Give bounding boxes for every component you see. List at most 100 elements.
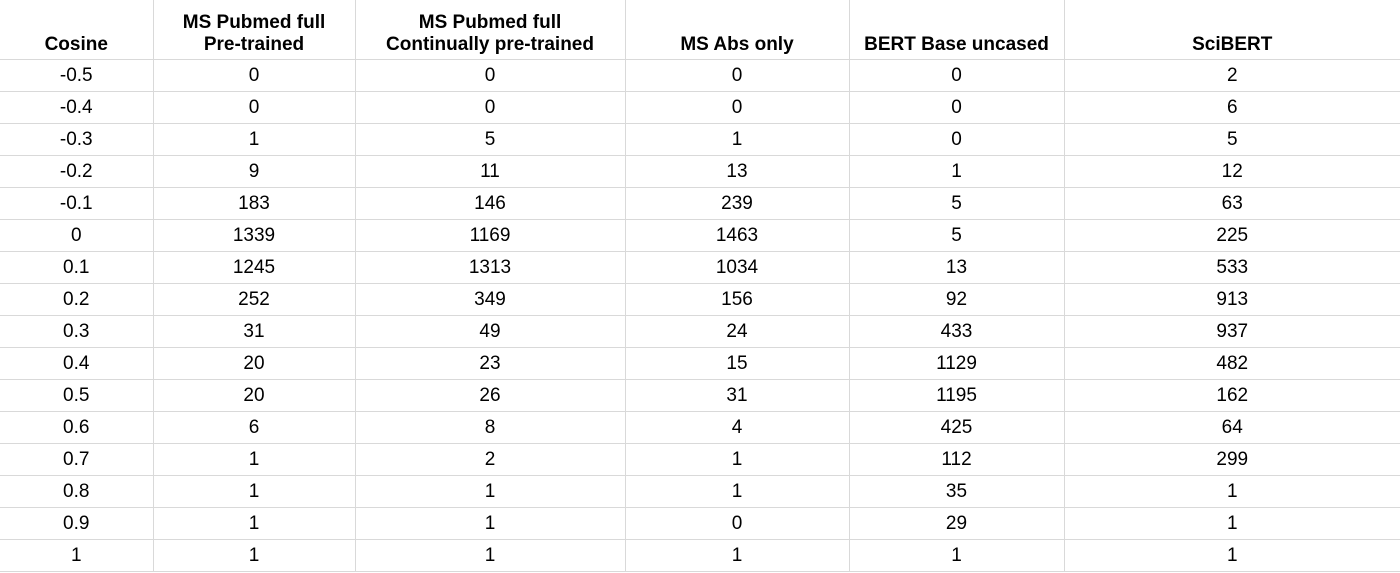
count-cell[interactable]: 0	[624, 59, 850, 92]
cosine-cell[interactable]: 0.7	[0, 443, 154, 476]
count-cell[interactable]: 0	[624, 507, 850, 540]
count-cell[interactable]: 29	[848, 507, 1065, 540]
count-cell[interactable]: 9	[152, 155, 356, 188]
count-cell[interactable]: 24	[624, 315, 850, 348]
column-header-ms-abs-only[interactable]: MS Abs only	[624, 0, 850, 60]
count-cell[interactable]: 112	[848, 443, 1065, 476]
count-cell[interactable]: 183	[152, 187, 356, 220]
count-cell[interactable]: 0	[848, 123, 1065, 156]
count-cell[interactable]: 1313	[354, 251, 626, 284]
count-cell[interactable]: 5	[354, 123, 626, 156]
count-cell[interactable]: 1	[152, 475, 356, 508]
count-cell[interactable]: 20	[152, 379, 356, 412]
cosine-cell[interactable]: -0.3	[0, 123, 154, 156]
count-cell[interactable]: 1	[624, 443, 850, 476]
cosine-cell[interactable]: -0.5	[0, 59, 154, 92]
count-cell[interactable]: 913	[1063, 283, 1400, 316]
cosine-cell[interactable]: 1	[0, 539, 154, 572]
count-cell[interactable]: 1195	[848, 379, 1065, 412]
count-cell[interactable]: 1	[1063, 539, 1400, 572]
column-header-bert-base-uncased[interactable]: BERT Base uncased	[848, 0, 1065, 60]
count-cell[interactable]: 0	[354, 59, 626, 92]
count-cell[interactable]: 1	[1063, 475, 1400, 508]
count-cell[interactable]: 15	[624, 347, 850, 380]
count-cell[interactable]: 6	[1063, 91, 1400, 124]
column-header-scibert[interactable]: SciBERT	[1063, 0, 1400, 60]
cosine-cell[interactable]: 0.8	[0, 475, 154, 508]
count-cell[interactable]: 49	[354, 315, 626, 348]
count-cell[interactable]: 482	[1063, 347, 1400, 380]
count-cell[interactable]: 425	[848, 411, 1065, 444]
count-cell[interactable]: 937	[1063, 315, 1400, 348]
count-cell[interactable]: 13	[848, 251, 1065, 284]
count-cell[interactable]: 20	[152, 347, 356, 380]
count-cell[interactable]: 4	[624, 411, 850, 444]
count-cell[interactable]: 1	[354, 475, 626, 508]
count-cell[interactable]: 1463	[624, 219, 850, 252]
count-cell[interactable]: 146	[354, 187, 626, 220]
count-cell[interactable]: 1034	[624, 251, 850, 284]
column-header-ms-pubmed-full-continual[interactable]: MS Pubmed full Continually pre-trained	[354, 0, 626, 60]
count-cell[interactable]: 35	[848, 475, 1065, 508]
cosine-cell[interactable]: 0.3	[0, 315, 154, 348]
count-cell[interactable]: 5	[848, 187, 1065, 220]
count-cell[interactable]: 23	[354, 347, 626, 380]
cosine-cell[interactable]: 0	[0, 219, 154, 252]
count-cell[interactable]: 0	[354, 91, 626, 124]
cosine-cell[interactable]: 0.6	[0, 411, 154, 444]
count-cell[interactable]: 63	[1063, 187, 1400, 220]
cosine-cell[interactable]: 0.9	[0, 507, 154, 540]
cosine-cell[interactable]: -0.4	[0, 91, 154, 124]
count-cell[interactable]: 225	[1063, 219, 1400, 252]
count-cell[interactable]: 0	[848, 91, 1065, 124]
cosine-cell[interactable]: 0.1	[0, 251, 154, 284]
count-cell[interactable]: 239	[624, 187, 850, 220]
count-cell[interactable]: 1	[152, 123, 356, 156]
count-cell[interactable]: 1245	[152, 251, 356, 284]
count-cell[interactable]: 92	[848, 283, 1065, 316]
count-cell[interactable]: 1	[152, 507, 356, 540]
count-cell[interactable]: 0	[624, 91, 850, 124]
count-cell[interactable]: 1	[152, 539, 356, 572]
count-cell[interactable]: 252	[152, 283, 356, 316]
count-cell[interactable]: 433	[848, 315, 1065, 348]
count-cell[interactable]: 0	[152, 91, 356, 124]
count-cell[interactable]: 1	[624, 539, 850, 572]
cosine-cell[interactable]: -0.2	[0, 155, 154, 188]
count-cell[interactable]: 1	[354, 507, 626, 540]
count-cell[interactable]: 0	[848, 59, 1065, 92]
count-cell[interactable]: 8	[354, 411, 626, 444]
count-cell[interactable]: 299	[1063, 443, 1400, 476]
count-cell[interactable]: 31	[624, 379, 850, 412]
count-cell[interactable]: 11	[354, 155, 626, 188]
count-cell[interactable]: 1129	[848, 347, 1065, 380]
count-cell[interactable]: 31	[152, 315, 356, 348]
count-cell[interactable]: 13	[624, 155, 850, 188]
cosine-cell[interactable]: 0.4	[0, 347, 154, 380]
count-cell[interactable]: 2	[354, 443, 626, 476]
cosine-cell[interactable]: 0.2	[0, 283, 154, 316]
count-cell[interactable]: 64	[1063, 411, 1400, 444]
count-cell[interactable]: 1	[624, 475, 850, 508]
count-cell[interactable]: 1	[152, 443, 356, 476]
count-cell[interactable]: 1	[1063, 507, 1400, 540]
count-cell[interactable]: 156	[624, 283, 850, 316]
count-cell[interactable]: 5	[848, 219, 1065, 252]
count-cell[interactable]: 5	[1063, 123, 1400, 156]
count-cell[interactable]: 1169	[354, 219, 626, 252]
count-cell[interactable]: 12	[1063, 155, 1400, 188]
count-cell[interactable]: 1339	[152, 219, 356, 252]
count-cell[interactable]: 1	[848, 155, 1065, 188]
cosine-cell[interactable]: 0.5	[0, 379, 154, 412]
count-cell[interactable]: 2	[1063, 59, 1400, 92]
count-cell[interactable]: 1	[624, 123, 850, 156]
count-cell[interactable]: 1	[848, 539, 1065, 572]
count-cell[interactable]: 349	[354, 283, 626, 316]
column-header-cosine[interactable]: Cosine	[0, 0, 154, 60]
count-cell[interactable]: 0	[152, 59, 356, 92]
cosine-cell[interactable]: -0.1	[0, 187, 154, 220]
count-cell[interactable]: 6	[152, 411, 356, 444]
column-header-ms-pubmed-full-pretrained[interactable]: MS Pubmed full Pre-trained	[152, 0, 356, 60]
count-cell[interactable]: 1	[354, 539, 626, 572]
count-cell[interactable]: 26	[354, 379, 626, 412]
